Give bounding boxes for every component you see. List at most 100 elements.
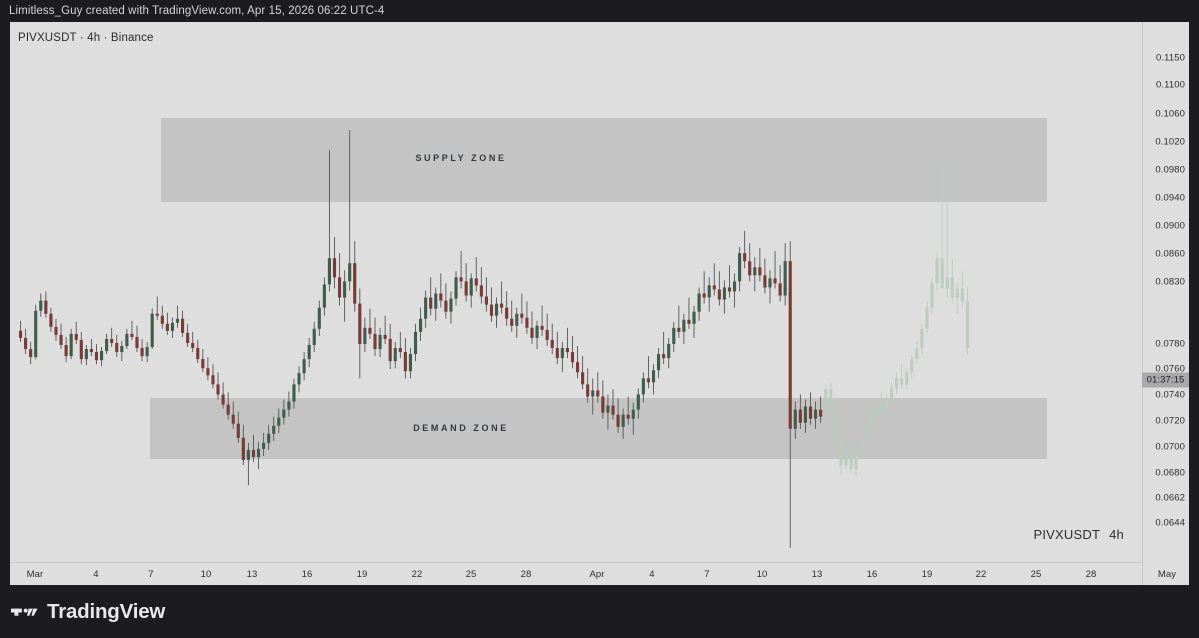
time-tick: Mar — [26, 569, 44, 580]
price-axis[interactable]: 0.1150 0.1100 0.1060 0.1020 0.0980 0.0940 0.09… — [1142, 22, 1189, 585]
tradingview-logo[interactable]: TradingView — [11, 600, 165, 624]
candle — [191, 331, 195, 353]
candle — [586, 368, 590, 403]
price-tick: 0.0700 — [1155, 441, 1185, 453]
watermark-symbol: PIVXUSDT — [1033, 527, 1101, 542]
projection-candle — [864, 422, 868, 445]
candle — [646, 356, 651, 389]
candle — [570, 335, 575, 369]
candle — [419, 307, 423, 341]
candle — [201, 349, 205, 373]
price-tick: 0.1100 — [1156, 79, 1185, 91]
candle — [267, 424, 271, 450]
price-tick: 0.0860 — [1155, 248, 1185, 260]
time-tick: May — [1157, 569, 1177, 580]
candle — [49, 307, 53, 332]
projection-candle — [869, 409, 873, 435]
candle — [591, 378, 595, 415]
candle — [140, 338, 144, 362]
candle — [378, 327, 382, 358]
projection-candle — [910, 354, 914, 379]
projection-candle — [930, 277, 934, 314]
candle — [439, 273, 443, 308]
candle — [277, 408, 281, 433]
candle — [717, 271, 721, 306]
candle — [135, 325, 139, 353]
candlestick-series — [18, 130, 970, 548]
candle — [282, 399, 286, 425]
candle — [327, 150, 331, 292]
chart-plot-area[interactable]: SUPPLY ZONE DEMAND ZONE PIVXUSDT · 4h · B… — [10, 22, 1142, 562]
candle — [251, 434, 256, 463]
candle — [348, 130, 352, 291]
candle — [555, 331, 559, 365]
candle — [145, 341, 149, 363]
candle — [165, 312, 169, 335]
price-tick: 0.1150 — [1156, 52, 1185, 64]
candle — [74, 321, 78, 344]
candle — [69, 328, 73, 360]
candle — [464, 263, 468, 302]
candle — [383, 315, 387, 344]
candle — [206, 357, 210, 381]
time-axis[interactable]: Mar 4 7 10 13 16 19 22 25 28 Apr 4 7 10 13 16 19 22 25 28 Ma… — [10, 562, 1176, 585]
candle — [434, 287, 438, 321]
candle — [105, 333, 109, 355]
candle — [64, 336, 68, 363]
price-tick: 0.0740 — [1155, 389, 1185, 401]
price-tick: 0.0830 — [1155, 276, 1185, 288]
candle — [408, 348, 413, 379]
price-tick: 0.0644 — [1155, 517, 1185, 529]
candle — [332, 236, 337, 289]
candle — [631, 402, 635, 435]
time-tick: 10 — [756, 569, 768, 580]
candle — [368, 308, 372, 339]
candle — [196, 339, 200, 364]
supply-zone[interactable] — [161, 118, 1047, 202]
candle — [54, 318, 58, 341]
candle — [130, 320, 134, 340]
candle — [798, 394, 802, 429]
candle — [596, 372, 600, 403]
candle — [302, 352, 306, 381]
time-tick: 7 — [148, 569, 154, 580]
projection-candle — [965, 287, 970, 355]
countdown-badge: 01:37:15 — [1142, 372, 1189, 388]
candle — [550, 323, 554, 355]
candle — [763, 258, 767, 294]
candle — [459, 251, 463, 289]
candle — [813, 401, 818, 429]
candle — [24, 328, 28, 355]
candle — [682, 313, 686, 344]
candle — [636, 388, 640, 419]
time-tick: 4 — [93, 569, 99, 580]
candle — [125, 328, 129, 350]
candle — [601, 380, 605, 419]
demand-zone[interactable] — [150, 398, 1047, 459]
candle — [18, 320, 23, 342]
candle — [454, 271, 458, 306]
attribution-bar: Limitless_Guy created with TradingView.c… — [0, 0, 1199, 22]
time-tick: 10 — [200, 569, 212, 580]
candle — [535, 320, 539, 350]
time-tick: Apr — [589, 569, 605, 580]
candle — [79, 331, 83, 365]
candle — [317, 300, 321, 336]
projection-candle — [834, 398, 838, 445]
projection-candle — [940, 160, 944, 289]
candle — [343, 270, 347, 322]
candle — [297, 366, 301, 393]
candle — [753, 257, 757, 292]
candle — [581, 356, 585, 390]
projection-candle — [839, 429, 843, 476]
candle — [312, 321, 316, 353]
price-tick: 0.0760 — [1155, 363, 1185, 375]
projection-candle — [915, 341, 919, 365]
time-tick: 28 — [1085, 569, 1097, 580]
candle — [393, 341, 397, 369]
candle — [474, 257, 478, 292]
projection-candle — [895, 372, 899, 395]
projection-candle — [945, 150, 949, 298]
candle — [510, 300, 514, 332]
